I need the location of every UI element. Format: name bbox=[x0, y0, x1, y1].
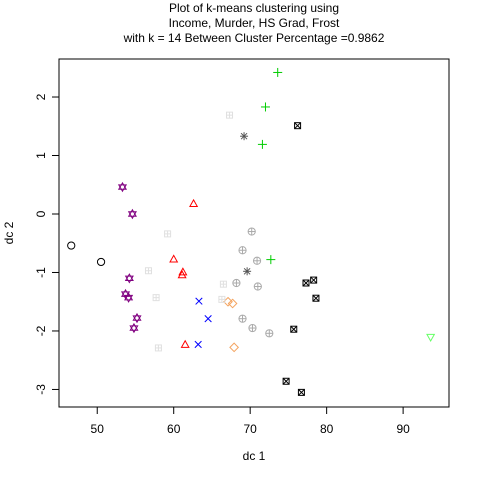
data-point-cluster-7 bbox=[302, 279, 310, 287]
data-point-cluster-4 bbox=[195, 297, 203, 305]
data-point-cluster-10 bbox=[129, 322, 139, 334]
x-tick-label: 50 bbox=[91, 422, 105, 436]
data-point-cluster-2 bbox=[189, 198, 199, 207]
x-tick-label: 60 bbox=[167, 422, 181, 436]
data-point-cluster-3 bbox=[257, 139, 267, 149]
data-point-cluster-9 bbox=[253, 282, 262, 291]
x-axis: 50 60 70 80 90 bbox=[91, 406, 410, 436]
data-point-cluster-10 bbox=[117, 181, 128, 193]
chart-title-line-2: Income, Murder, HS Grad, Frost bbox=[169, 16, 340, 30]
data-point-cluster-2 bbox=[180, 339, 190, 348]
y-tick-label: -2 bbox=[34, 325, 48, 336]
data-point-cluster-3 bbox=[266, 255, 276, 265]
data-point-cluster-2 bbox=[169, 254, 179, 263]
data-point-cluster-10 bbox=[124, 292, 134, 303]
data-point-cluster-7 bbox=[312, 294, 320, 302]
data-point-cluster-7 bbox=[294, 122, 302, 130]
chart-title-line-1: Plot of k-means clustering using bbox=[169, 1, 339, 15]
data-point-cluster-9 bbox=[247, 227, 256, 236]
data-point-cluster-3 bbox=[273, 67, 283, 77]
y-axis-title: dc 2 bbox=[2, 221, 16, 244]
data-point-cluster-11 bbox=[226, 111, 234, 119]
y-tick-label: 2 bbox=[34, 93, 48, 100]
data-point-cluster-9 bbox=[265, 329, 274, 338]
y-tick-label: -1 bbox=[34, 267, 48, 278]
y-axis: -3 -2 -1 0 1 2 bbox=[34, 93, 60, 395]
data-point-cluster-1 bbox=[96, 257, 106, 267]
data-point-cluster-7 bbox=[297, 388, 305, 396]
data-point-cluster-11 bbox=[218, 295, 226, 303]
data-point-cluster-6 bbox=[426, 333, 436, 343]
data-point-cluster-7 bbox=[290, 325, 298, 333]
y-tick-label: -3 bbox=[34, 384, 48, 395]
data-point-cluster-10 bbox=[124, 273, 134, 284]
data-points bbox=[67, 67, 436, 396]
data-point-cluster-4 bbox=[204, 315, 212, 323]
y-tick-label: 0 bbox=[34, 210, 48, 217]
data-point-cluster-9 bbox=[248, 323, 257, 333]
x-tick-label: 90 bbox=[396, 422, 410, 436]
data-point-cluster-3 bbox=[260, 102, 270, 112]
y-tick-label: 1 bbox=[34, 152, 48, 159]
data-point-cluster-9 bbox=[252, 256, 262, 265]
data-point-cluster-5 bbox=[229, 342, 240, 353]
data-point-cluster-2 bbox=[178, 267, 188, 276]
data-point-cluster-10 bbox=[127, 208, 137, 220]
data-point-cluster-11 bbox=[152, 294, 160, 302]
x-tick-label: 70 bbox=[243, 422, 257, 436]
data-point-cluster-8 bbox=[240, 132, 249, 141]
data-point-cluster-11 bbox=[144, 267, 152, 275]
data-point-cluster-11 bbox=[219, 280, 227, 288]
data-point-cluster-11 bbox=[164, 230, 172, 238]
data-point-cluster-5 bbox=[227, 298, 238, 309]
data-point-cluster-9 bbox=[232, 278, 241, 288]
data-point-cluster-2 bbox=[177, 270, 187, 279]
chart-title-line-3: with k = 14 Between Cluster Percentage =… bbox=[123, 31, 385, 45]
data-point-cluster-1 bbox=[67, 241, 76, 250]
data-point-cluster-7 bbox=[310, 276, 318, 284]
data-point-cluster-9 bbox=[238, 314, 247, 323]
x-tick-label: 80 bbox=[320, 422, 334, 436]
data-point-cluster-10 bbox=[132, 312, 142, 324]
data-point-cluster-9 bbox=[238, 246, 247, 255]
x-axis-title: dc 1 bbox=[243, 449, 266, 463]
data-point-cluster-11 bbox=[154, 344, 162, 352]
data-point-cluster-4 bbox=[194, 340, 202, 349]
data-point-cluster-8 bbox=[243, 267, 252, 276]
data-point-cluster-7 bbox=[282, 377, 290, 385]
